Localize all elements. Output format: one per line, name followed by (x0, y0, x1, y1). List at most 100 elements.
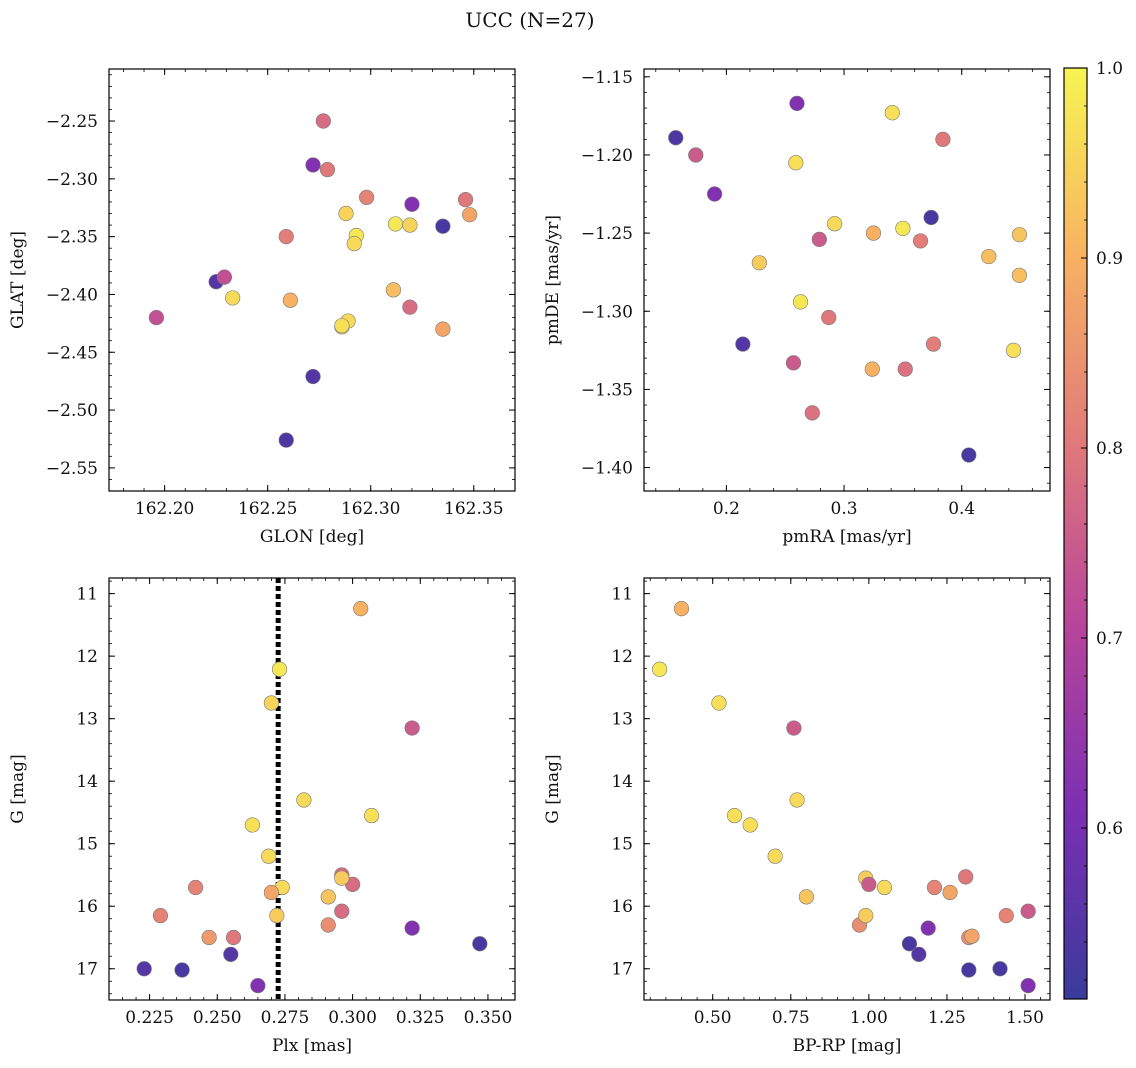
scatter-point (472, 936, 488, 952)
scatter-point (789, 792, 805, 808)
x-tick-label: 0.2 (713, 499, 740, 519)
scatter-point (981, 248, 997, 265)
scatter-point (895, 220, 911, 237)
scatter-point (788, 155, 804, 171)
y-tick-label: −2.40 (46, 285, 98, 305)
y-tick-label: −1.35 (581, 380, 633, 400)
scatter-points (148, 113, 478, 448)
scatter-point (668, 130, 684, 146)
x-tick-label: 0.300 (328, 1008, 377, 1028)
scatter-point (402, 217, 418, 233)
scatter-point (462, 207, 478, 223)
axes-frame (108, 577, 516, 1001)
scatter-point (811, 231, 827, 247)
panel-bprp-g: 0.50 0.75 1.00 1.25 1.50 11 12 13 14 15 16 17 BP-RP … (543, 577, 1051, 1056)
scatter-point (271, 661, 288, 677)
scatter-point (923, 209, 939, 226)
colorbar-tick-label: 1.0 (1096, 59, 1123, 79)
scatter-point (188, 879, 204, 896)
scatter-point (897, 361, 913, 377)
figure-title: UCC (N=27) (465, 8, 594, 32)
scatter-point (920, 920, 936, 936)
y-tick-label: −1.30 (581, 302, 633, 322)
scatter-point (223, 946, 239, 962)
scatter-point (827, 216, 843, 232)
scatter-point (136, 961, 152, 977)
scatter-point (858, 907, 874, 924)
scatter-point (789, 95, 805, 111)
scatter-point (735, 336, 751, 352)
panel-glon-glat: 162.20 162.25 162.30 162.35 −2.55 −2.50 −2.45 −… (8, 68, 516, 547)
x-tick-label: 162.25 (238, 499, 297, 519)
scatter-point (319, 161, 336, 178)
scatter-point (901, 936, 918, 952)
scatter-point (334, 903, 350, 919)
axis-ticks (109, 69, 516, 492)
y-tick-label: 16 (611, 897, 633, 917)
scatter-point (1005, 342, 1022, 358)
y-tick-label: 11 (611, 585, 633, 605)
scatter-point (926, 879, 943, 896)
scatter-point (911, 946, 927, 962)
axis-ticks (644, 578, 1050, 1000)
colorbar: 0.6 0.7 0.8 0.9 1.0 (1063, 59, 1123, 1000)
axes-frame (108, 68, 516, 492)
scatter-point (457, 192, 474, 208)
x-axis-label: Plx [mas] (272, 1036, 352, 1056)
scatter-point (404, 720, 420, 736)
scatter-point (244, 817, 261, 833)
y-tick-label: 11 (76, 585, 98, 605)
scatter-point (912, 233, 929, 249)
y-axis-label: G [mag] (543, 754, 563, 823)
x-axis-label: BP-RP [mag] (793, 1036, 902, 1056)
scatter-point (305, 368, 321, 385)
colorbar-tick-label: 0.6 (1096, 819, 1123, 839)
x-axis-label: pmRA [mas/yr] (782, 527, 911, 547)
scatter-point (334, 870, 350, 886)
x-axis-label: GLON [deg] (260, 527, 364, 547)
x-tick-label: 0.275 (261, 1008, 310, 1028)
scatter-points (652, 601, 1036, 994)
colorbar-gradient (1063, 67, 1088, 1000)
scatter-point (942, 884, 958, 901)
scatter-point (363, 807, 380, 824)
x-tick-label: 0.3 (831, 499, 858, 519)
scatter-point (935, 131, 951, 147)
scatter-point (296, 792, 312, 808)
scatter-point (961, 962, 977, 978)
x-tick-label: 1.50 (1006, 1008, 1044, 1028)
scatter-point (1020, 978, 1036, 994)
y-tick-label: −1.40 (581, 459, 633, 479)
x-tick-label: 0.50 (694, 1008, 732, 1028)
scatter-point (320, 889, 336, 905)
scatter-points (668, 95, 1028, 463)
scatter-point (263, 884, 280, 901)
x-tick-label: 0.350 (464, 1008, 513, 1028)
scatter-point (1011, 227, 1028, 243)
scatter-point (404, 196, 420, 212)
scatter-point (767, 848, 783, 864)
scatter-point (346, 235, 362, 252)
scatter-point (876, 879, 893, 896)
scatter-point (742, 817, 758, 833)
scatter-point (404, 920, 420, 936)
y-tick-label: −2.55 (46, 459, 98, 479)
y-tick-label: −2.25 (46, 112, 98, 132)
y-tick-label: −1.25 (581, 224, 633, 244)
y-tick-label: 12 (611, 647, 633, 667)
scatter-point (726, 807, 743, 824)
y-tick-label: 16 (76, 897, 98, 917)
scatter-point (359, 189, 375, 205)
scatter-point (864, 361, 880, 377)
axis-ticks (644, 69, 1050, 491)
colorbar-tick-label: 0.7 (1096, 629, 1123, 649)
y-tick-label: 17 (611, 960, 633, 980)
y-axis-label: pmDE [mas/yr] (543, 215, 563, 345)
scatter-point (688, 147, 704, 163)
y-axis-label: G [mag] (8, 754, 28, 823)
y-tick-label: −2.50 (46, 401, 98, 421)
x-tick-label: 162.30 (341, 499, 400, 519)
x-tick-label: 0.4 (948, 499, 975, 519)
y-tick-label: −2.30 (46, 170, 98, 190)
